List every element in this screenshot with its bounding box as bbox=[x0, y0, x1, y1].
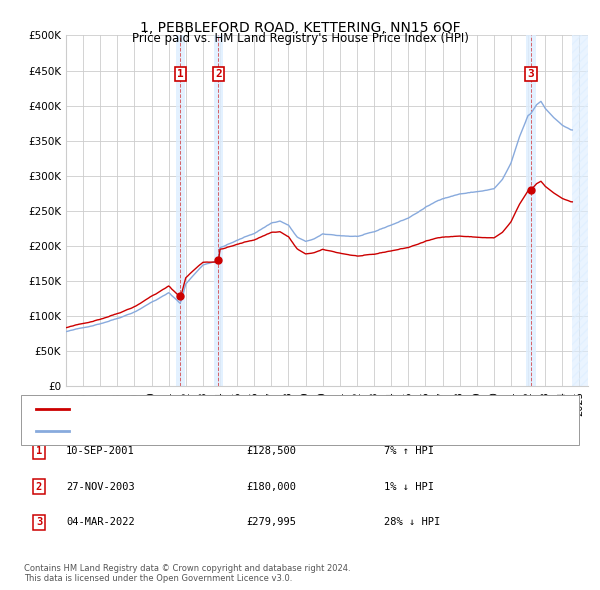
Bar bbox=[526, 35, 536, 386]
Bar bbox=[214, 35, 223, 386]
Text: 3: 3 bbox=[527, 69, 535, 79]
Text: 04-MAR-2022: 04-MAR-2022 bbox=[66, 517, 135, 527]
Text: £180,000: £180,000 bbox=[246, 482, 296, 491]
Text: Price paid vs. HM Land Registry's House Price Index (HPI): Price paid vs. HM Land Registry's House … bbox=[131, 32, 469, 45]
Text: HPI: Average price, detached house, North Northamptonshire: HPI: Average price, detached house, Nort… bbox=[75, 426, 423, 435]
Text: 28% ↓ HPI: 28% ↓ HPI bbox=[384, 517, 440, 527]
Text: 10-SEP-2001: 10-SEP-2001 bbox=[66, 447, 135, 456]
Bar bbox=[572, 35, 588, 386]
Text: Contains HM Land Registry data © Crown copyright and database right 2024.
This d: Contains HM Land Registry data © Crown c… bbox=[24, 563, 350, 583]
Bar bbox=[176, 35, 185, 386]
Text: 1: 1 bbox=[177, 69, 184, 79]
Text: 1: 1 bbox=[36, 447, 42, 456]
Text: £279,995: £279,995 bbox=[246, 517, 296, 527]
Text: 1, PEBBLEFORD ROAD, KETTERING, NN15 6QF (detached house): 1, PEBBLEFORD ROAD, KETTERING, NN15 6QF … bbox=[75, 404, 411, 414]
Text: 3: 3 bbox=[36, 517, 42, 527]
Text: 2: 2 bbox=[36, 482, 42, 491]
Text: 1, PEBBLEFORD ROAD, KETTERING, NN15 6QF: 1, PEBBLEFORD ROAD, KETTERING, NN15 6QF bbox=[140, 21, 460, 35]
Text: £128,500: £128,500 bbox=[246, 447, 296, 456]
Text: 27-NOV-2003: 27-NOV-2003 bbox=[66, 482, 135, 491]
Text: 2: 2 bbox=[215, 69, 221, 79]
Text: 7% ↑ HPI: 7% ↑ HPI bbox=[384, 447, 434, 456]
Text: 1% ↓ HPI: 1% ↓ HPI bbox=[384, 482, 434, 491]
